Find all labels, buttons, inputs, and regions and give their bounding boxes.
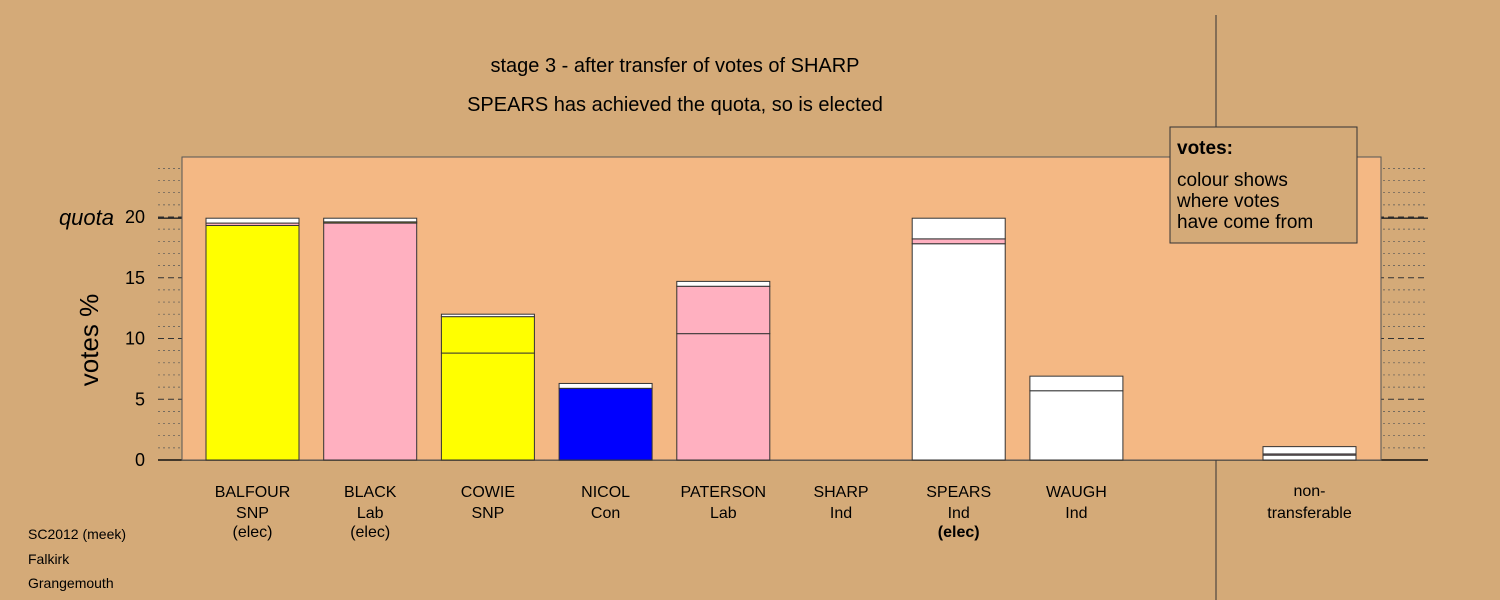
bar-segment	[558, 382, 653, 389]
y-tick-label: 20	[125, 207, 145, 227]
bar-non-transferable	[1262, 446, 1357, 461]
y-axis-label: votes %	[74, 294, 104, 387]
bar-segment	[323, 222, 418, 461]
bar-segment	[911, 238, 1006, 245]
candidate-status: (elec)	[938, 524, 980, 541]
bar-segment	[911, 243, 1006, 461]
bar-segment	[440, 313, 535, 318]
bar-segment	[558, 387, 653, 461]
y-tick-label: 0	[135, 450, 145, 470]
candidate-name: BALFOUR	[215, 484, 291, 501]
bar-segment	[911, 217, 1006, 240]
candidate-name: PATERSON	[680, 484, 766, 501]
bar-spears	[911, 217, 1006, 461]
bar-segment	[440, 316, 535, 354]
bar-segment	[676, 285, 771, 335]
bar-cowie	[440, 313, 535, 461]
candidate-labels: BALFOUR SNP (elec) BLACK Lab (elec) COWIE SNP NI…	[215, 483, 1352, 541]
source-label: SC2012 (meek)	[28, 526, 126, 542]
y-axis-ticks: 0 5 10 15 20	[125, 207, 145, 470]
candidate-party: Ind	[1065, 505, 1087, 522]
y-tick-label: 10	[125, 329, 145, 349]
bar-segment	[205, 225, 300, 461]
candidate-name: WAUGH	[1046, 484, 1107, 501]
constituency-label: Grangemouth	[28, 575, 114, 591]
bar-segment	[1262, 454, 1357, 461]
candidate-status: (elec)	[232, 524, 272, 541]
bar-paterson	[676, 280, 771, 461]
quota-label: quota	[59, 205, 114, 230]
bar-waugh	[1029, 375, 1124, 461]
legend-box	[1169, 126, 1358, 244]
bar-segment	[1029, 390, 1124, 461]
candidate-name: NICOL	[581, 484, 630, 501]
candidate-party: SNP	[236, 505, 269, 522]
candidate-party: Lab	[710, 505, 737, 522]
candidate-status: (elec)	[350, 524, 390, 541]
legend-line: have come from	[1177, 212, 1313, 233]
legend: votes: colour shows where votes have com…	[1169, 126, 1358, 244]
bar-segment	[676, 333, 771, 461]
bar-segment	[323, 217, 418, 223]
y-tick-label: 5	[135, 389, 145, 409]
chart-subtitle: SPEARS has achieved the quota, so is ele…	[467, 94, 883, 116]
candidate-party: Con	[591, 505, 620, 522]
candidate-name: SPEARS	[926, 484, 991, 501]
bar-balfour	[205, 217, 300, 461]
legend-line: where votes	[1176, 191, 1279, 212]
bar-segment	[1029, 375, 1124, 392]
candidate-name: BLACK	[344, 484, 397, 501]
candidate-party: Ind	[830, 505, 852, 522]
candidate-name: COWIE	[461, 484, 515, 501]
y-tick-label: 15	[125, 268, 145, 288]
candidate-name: SHARP	[813, 484, 868, 501]
bar-segment	[440, 352, 535, 461]
legend-line: colour shows	[1177, 170, 1288, 191]
legend-title: votes:	[1177, 138, 1233, 159]
bar-segment	[676, 280, 771, 287]
region-label: Falkirk	[28, 551, 70, 567]
non-transferable-label: non-	[1293, 483, 1325, 500]
candidate-party: Ind	[948, 505, 970, 522]
bar-segment	[1262, 446, 1357, 455]
non-transferable-label: transferable	[1267, 505, 1352, 522]
bar-segment	[205, 217, 300, 224]
chart-title: stage 3 - after transfer of votes of SHA…	[490, 55, 859, 77]
bar-black	[323, 217, 418, 461]
candidate-party: Lab	[357, 505, 384, 522]
candidate-party: SNP	[471, 505, 504, 522]
bar-nicol	[558, 382, 653, 461]
bars	[205, 217, 1357, 461]
